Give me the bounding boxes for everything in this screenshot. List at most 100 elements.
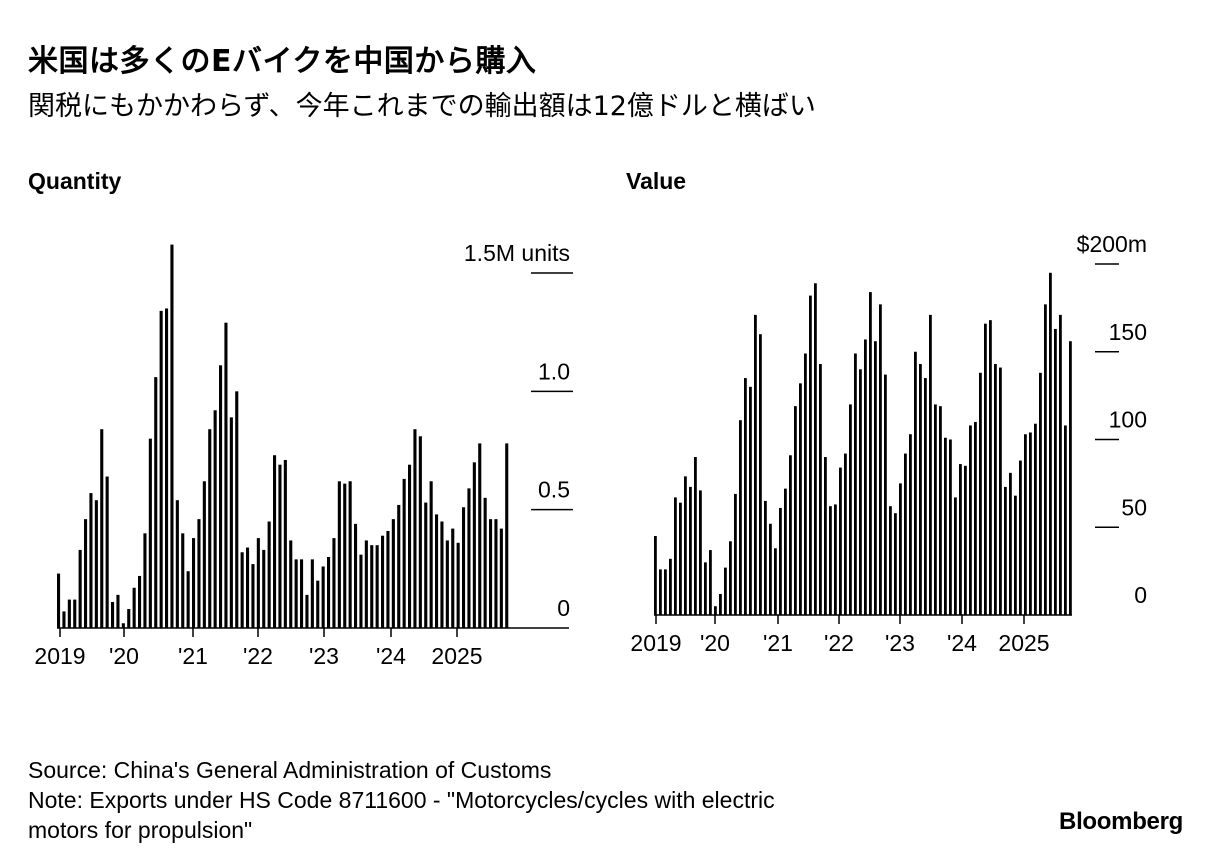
quantity-bar	[229, 417, 233, 628]
value-bar	[974, 421, 977, 615]
value-bar	[794, 406, 797, 615]
value-xtick-label: '23	[885, 630, 915, 656]
value-bar	[824, 457, 827, 615]
quantity-xtick-label: '22	[243, 643, 273, 669]
definition-note-line1: Note: Exports under HS Code 8711600 - "M…	[28, 787, 775, 813]
value-bar	[1024, 434, 1027, 615]
value-bar	[839, 467, 842, 615]
quantity-bar	[289, 540, 293, 628]
quantity-bar	[89, 493, 93, 628]
quantity-bar	[435, 514, 439, 628]
value-bar	[959, 464, 962, 615]
value-bar	[659, 569, 662, 615]
quantity-bar	[413, 429, 417, 628]
quantity-bar	[478, 443, 482, 628]
quantity-bar	[170, 244, 174, 628]
quantity-bar	[397, 504, 401, 628]
value-bar	[1054, 328, 1057, 615]
value-bar	[1064, 425, 1067, 615]
value-bar	[739, 420, 742, 615]
value-bar	[679, 502, 682, 615]
quantity-bar	[219, 365, 223, 628]
quantity-chart: 0 0.5 1.0 1.5M units 2019 '20 '21 '22 '23 '24 2025	[34, 240, 573, 669]
value-panel-title: Value	[626, 168, 687, 194]
quantity-bar	[121, 623, 125, 628]
quantity-bar	[332, 538, 336, 628]
quantity-bar	[186, 571, 190, 628]
value-bar	[734, 493, 737, 615]
value-bar	[724, 567, 727, 615]
quantity-bar	[138, 575, 142, 628]
value-bar	[744, 378, 747, 615]
value-bar	[894, 513, 897, 615]
value-bar	[829, 506, 832, 615]
quantity-bar	[337, 481, 341, 628]
chart-title: 米国は多くのEバイクを中国から購入	[28, 44, 537, 79]
quantity-bar	[462, 507, 466, 628]
quantity-bar	[213, 410, 217, 628]
quantity-bar	[251, 564, 255, 628]
quantity-bar	[451, 528, 455, 628]
quantity-bar	[197, 519, 201, 628]
quantity-bar	[499, 528, 503, 628]
quantity-bar	[132, 587, 136, 628]
value-bar	[929, 314, 932, 615]
value-chart: 0 50 100 150 $200m 2019 '20 '21 '22 '23 '24 2025	[630, 231, 1147, 656]
quantity-bar	[262, 549, 266, 628]
value-ytick-label: 150	[1109, 319, 1147, 345]
value-xtick-label: '21	[763, 630, 793, 656]
quantity-xtick-label: '23	[309, 643, 339, 669]
quantity-xtick-label: 2025	[431, 643, 482, 669]
value-bar	[814, 283, 817, 615]
value-ytick-label: 100	[1109, 407, 1147, 433]
quantity-bar	[62, 611, 66, 628]
quantity-bar	[505, 443, 509, 628]
quantity-bar	[310, 559, 314, 628]
quantity-ytick-label: 0	[557, 595, 570, 621]
value-bar	[859, 369, 862, 615]
chart-footer: Source: China's General Administration o…	[28, 755, 775, 845]
value-bar	[1014, 495, 1017, 615]
quantity-bar	[283, 459, 287, 628]
value-bar	[984, 323, 987, 615]
quantity-bar	[381, 535, 385, 628]
value-bar	[804, 353, 807, 615]
value-xtick-label: '24	[947, 630, 977, 656]
quantity-bar	[456, 542, 460, 628]
value-bar	[799, 383, 802, 615]
quantity-bar	[192, 538, 196, 628]
quantity-ytick-label: 1.0	[538, 358, 570, 384]
quantity-bar	[364, 540, 368, 628]
quantity-bar	[67, 599, 71, 628]
quantity-bar	[175, 500, 179, 628]
value-xtick-label: '22	[824, 630, 854, 656]
quantity-bar	[154, 377, 158, 628]
value-bar	[684, 476, 687, 615]
value-bar	[754, 314, 757, 615]
chart-subtitle: 関税にもかかわらず、今年これまでの輸出額は12億ドルと横ばい	[28, 91, 816, 122]
value-bar	[784, 488, 787, 615]
quantity-bar	[208, 429, 212, 628]
quantity-bar	[348, 481, 352, 628]
quantity-bar	[359, 554, 363, 628]
quantity-bar	[165, 308, 169, 628]
quantity-bar	[100, 429, 104, 628]
quantity-bar	[467, 488, 471, 628]
value-bar	[809, 295, 812, 615]
value-bar	[1004, 486, 1007, 615]
quantity-bar	[354, 523, 358, 628]
value-bar	[914, 351, 917, 615]
value-bar	[764, 500, 767, 615]
value-bar	[1039, 372, 1042, 615]
value-bar	[729, 541, 732, 615]
quantity-xtick-label: 2019	[34, 643, 85, 669]
quantity-ytick-label: 1.5M units	[464, 240, 570, 266]
value-bar	[719, 593, 722, 615]
quantity-bar	[143, 533, 147, 628]
value-bar	[1029, 432, 1032, 615]
quantity-bar	[386, 530, 390, 628]
value-bar	[949, 439, 952, 615]
value-bar	[934, 404, 937, 615]
value-bar	[819, 364, 822, 615]
quantity-bar	[424, 502, 428, 628]
